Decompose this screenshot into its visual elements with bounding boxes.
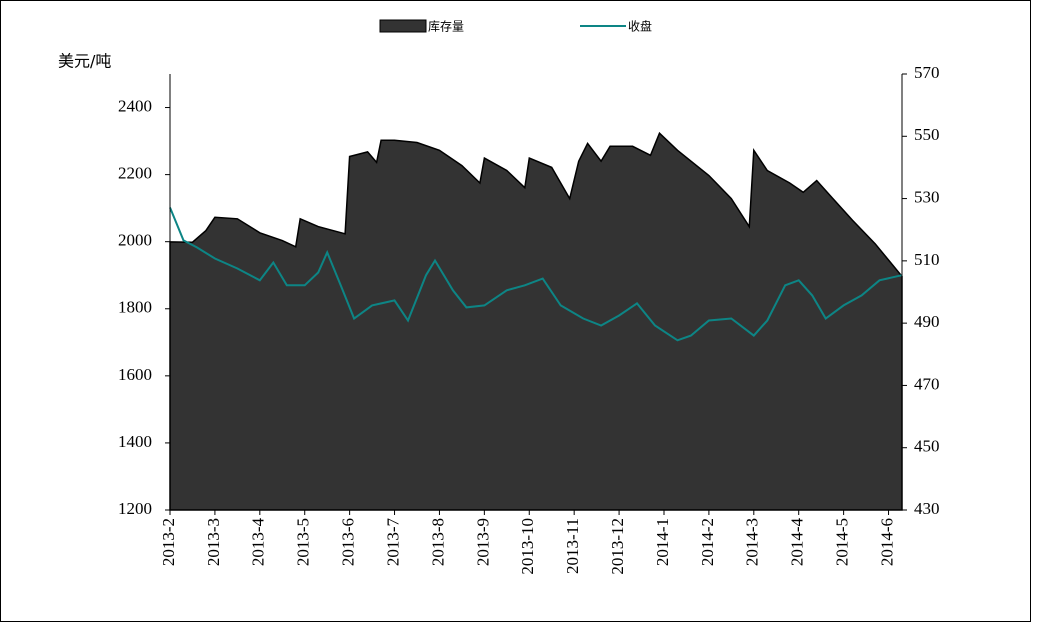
x-tick-label: 2013-10 bbox=[518, 518, 537, 575]
x-tick-label: 2013-2 bbox=[159, 518, 178, 566]
x-tick-label: 2014-5 bbox=[833, 518, 852, 566]
y2-tick-label: 550 bbox=[914, 125, 940, 144]
legend-swatch bbox=[379, 19, 427, 33]
x-tick-label: 2013-3 bbox=[204, 518, 223, 566]
y2-tick-label: 530 bbox=[914, 187, 940, 206]
y2-tick-label: 470 bbox=[914, 374, 940, 393]
x-tick-label: 2013-5 bbox=[294, 518, 313, 566]
y-tick-label: 2000 bbox=[118, 231, 152, 250]
y-tick-label: 1600 bbox=[118, 365, 152, 384]
y-tick-label: 1200 bbox=[118, 499, 152, 518]
y-tick-label: 2200 bbox=[118, 164, 152, 183]
x-tick-label: 2013-6 bbox=[339, 518, 358, 566]
y2-tick-label: 510 bbox=[914, 250, 940, 269]
y-tick-label: 2400 bbox=[118, 96, 152, 115]
x-tick-label: 2014-3 bbox=[743, 518, 762, 566]
x-tick-label: 2013-7 bbox=[383, 518, 402, 567]
x-tick-label: 2014-4 bbox=[788, 518, 807, 567]
x-tick-label: 2014-2 bbox=[698, 518, 717, 566]
x-tick-label: 2014-6 bbox=[877, 518, 896, 566]
y2-tick-label: 490 bbox=[914, 312, 940, 331]
legend-label: 库存量 bbox=[428, 19, 464, 34]
y-axis-label: 美元/吨 bbox=[58, 52, 111, 71]
x-tick-label: 2013-9 bbox=[473, 518, 492, 566]
x-tick-label: 2013-11 bbox=[563, 518, 582, 574]
y2-tick-label: 450 bbox=[914, 437, 940, 456]
y-tick-label: 1400 bbox=[118, 432, 152, 451]
x-tick-label: 2014-1 bbox=[653, 518, 672, 566]
area bbox=[169, 131, 903, 511]
line bbox=[169, 207, 903, 342]
y2-tick-label: 430 bbox=[914, 499, 940, 518]
x-tick-label: 2013-4 bbox=[249, 518, 268, 567]
y-tick-label: 1800 bbox=[118, 298, 152, 317]
legend-label: 收盘 bbox=[628, 19, 652, 34]
x-tick-label: 2013-12 bbox=[608, 518, 627, 575]
x-tick-label: 2013-8 bbox=[428, 518, 447, 566]
y2-tick-label: 570 bbox=[914, 63, 940, 82]
